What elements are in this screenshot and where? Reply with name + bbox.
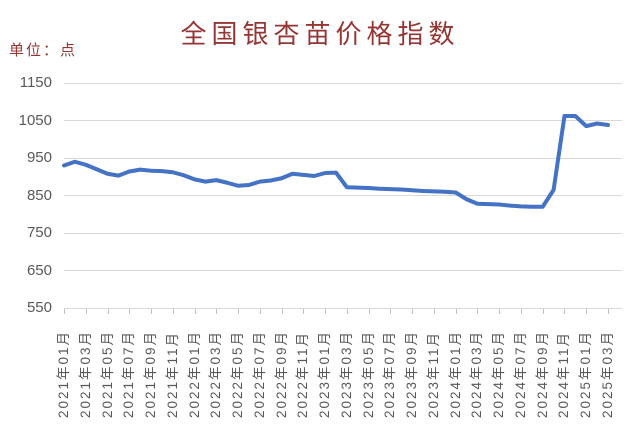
x-axis-tick — [194, 309, 196, 314]
x-axis-tick — [412, 309, 414, 314]
gridline-y-950 — [64, 157, 622, 159]
price-trend-line — [62, 114, 610, 209]
x-axis-tick — [107, 309, 109, 314]
x-axis-tick — [520, 309, 522, 314]
x-axis-tick — [85, 309, 87, 314]
gridline-y-1050 — [64, 120, 622, 121]
x-axis-tick — [281, 309, 283, 314]
x-axis-tick — [542, 309, 544, 314]
x-axis-tick — [586, 309, 588, 314]
y-tick-label: 650 — [26, 261, 52, 279]
x-axis-tick — [455, 309, 457, 314]
x-axis-tick — [390, 309, 392, 314]
x-axis-tick — [64, 309, 65, 314]
x-axis-tick — [303, 309, 305, 314]
y-tick-label: 1050 — [18, 111, 52, 129]
x-axis-tick — [368, 309, 370, 314]
x-axis-tick — [477, 309, 479, 314]
y-tick-label: 850 — [26, 186, 52, 204]
chart-title: 全国银杏苗价格指数 — [180, 20, 460, 50]
x-axis-tick — [238, 309, 240, 314]
x-axis-tick — [346, 309, 348, 314]
x-axis-tick — [608, 309, 609, 314]
y-tick-label: 950 — [26, 149, 52, 166]
x-axis-tick — [129, 309, 131, 314]
x-axis-tick — [325, 309, 327, 314]
x-axis-tick — [433, 309, 435, 314]
gridline-y-650 — [64, 270, 622, 271]
x-axis-tick — [151, 309, 153, 314]
gridline-y-1150 — [64, 82, 622, 84]
y-tick-label: 750 — [26, 224, 52, 241]
y-axis-unit-label: 单位：点 — [9, 41, 78, 59]
x-axis-tick — [564, 309, 566, 314]
gridline-y-850 — [64, 195, 622, 196]
y-tick-label: 550 — [26, 299, 52, 316]
gridline-y-550 — [64, 307, 622, 309]
x-axis-tick — [259, 309, 261, 314]
gridline-y-750 — [64, 232, 622, 234]
x-axis-tick — [216, 309, 218, 314]
x-axis-tick — [172, 309, 174, 314]
y-tick-label: 1150 — [19, 74, 52, 91]
x-axis-tick — [499, 309, 501, 314]
